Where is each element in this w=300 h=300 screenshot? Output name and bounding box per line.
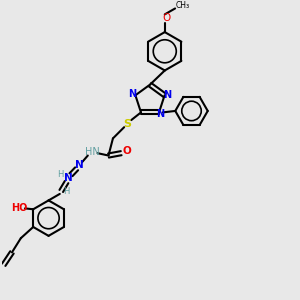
Text: HO: HO (11, 203, 27, 213)
Text: O: O (123, 146, 131, 156)
Text: H: H (57, 169, 64, 178)
Text: H: H (63, 187, 70, 196)
Text: S: S (124, 118, 132, 129)
Text: HN: HN (85, 147, 100, 157)
Text: N: N (75, 160, 83, 170)
Text: CH₃: CH₃ (176, 1, 190, 10)
Text: N: N (156, 109, 165, 119)
Text: N: N (163, 90, 171, 100)
Text: O: O (162, 13, 170, 23)
Text: N: N (64, 173, 73, 183)
Text: N: N (128, 89, 136, 99)
